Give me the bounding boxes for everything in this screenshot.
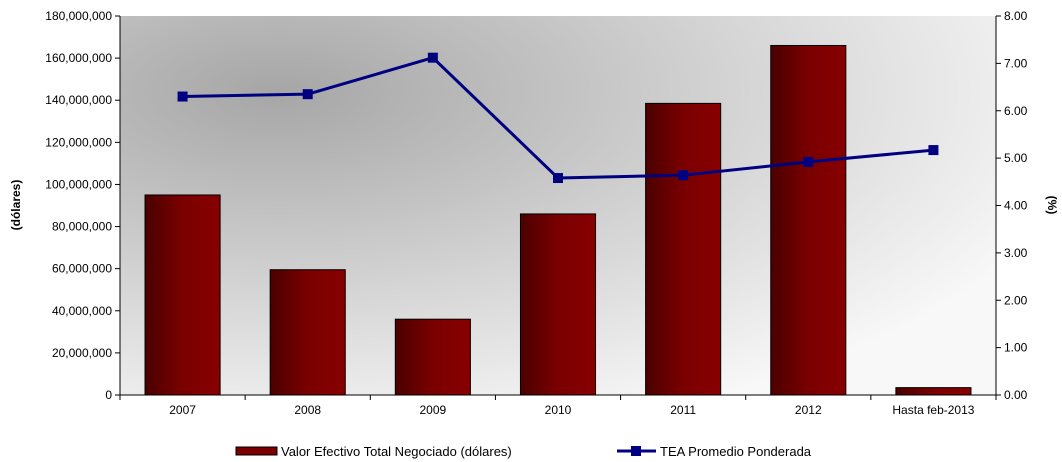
right-tick-label-6: 6.00: [1004, 104, 1028, 118]
left-tick-label-4: 80,000,000: [52, 220, 112, 234]
left-tick-label-2: 40,000,000: [52, 304, 112, 318]
left-tick-label-7: 140,000,000: [45, 93, 112, 107]
tea-point-6: [928, 145, 939, 156]
line-series: [177, 52, 939, 184]
x-tick-label-2: 2009: [420, 403, 447, 417]
left-tick-label-9: 180,000,000: [45, 9, 112, 23]
left-tick-label-1: 20,000,000: [52, 346, 112, 360]
right-tick-label-7: 7.00: [1004, 56, 1028, 70]
bar-3: [519, 213, 597, 396]
tea-point-5: [803, 156, 814, 167]
right-tick-label-1: 1.00: [1004, 341, 1028, 355]
bar-series: [144, 44, 972, 396]
right-axis-title: (%): [1045, 196, 1059, 215]
x-tick-label-4: 2011: [670, 403, 696, 417]
right-tick-label-3: 3.00: [1004, 246, 1028, 260]
bar-4: [645, 102, 722, 396]
x-tick-label-0: 2007: [169, 403, 196, 417]
bar-2: [394, 318, 471, 396]
legend: Valor Efectivo Total Negociado (dólares)…: [235, 444, 812, 459]
left-tick-label-6: 120,000,000: [45, 135, 112, 149]
right-axis-ticks: 0.00 1.00 2.00 3.00 4.00 5.00 6.00 7.00 8.00: [996, 9, 1028, 402]
bar-0: [144, 194, 221, 396]
x-tick-label-6: Hasta feb-2013: [892, 403, 974, 417]
right-tick-label-2: 2.00: [1004, 293, 1028, 307]
right-tick-label-8: 8.00: [1004, 9, 1028, 23]
legend-item-bars: Valor Efectivo Total Negociado (dólares): [235, 444, 512, 459]
tea-point-0: [177, 91, 188, 102]
right-tick-label-5: 5.00: [1004, 151, 1028, 165]
bar-5: [770, 44, 847, 396]
left-axis-title: (dólares): [9, 180, 23, 231]
left-tick-label-0: 0: [105, 388, 112, 402]
right-tick-label-0: 0.00: [1004, 388, 1028, 402]
tea-point-4: [678, 170, 689, 181]
left-tick-label-3: 60,000,000: [52, 262, 112, 276]
tea-point-3: [553, 173, 563, 184]
bar-1: [269, 269, 346, 396]
left-axis-ticks: 0 20,000,000 40,000,000 60,000,000 80,000,00…: [45, 9, 120, 402]
bar-6: [895, 387, 972, 396]
legend-bar-swatch: [235, 446, 278, 456]
tea-point-2: [427, 52, 438, 63]
x-tick-label-3: 2010: [545, 403, 572, 417]
x-tick-label-1: 2008: [294, 403, 321, 417]
left-tick-label-8: 160,000,000: [45, 51, 112, 65]
x-axis-ticks: 2007 2008 2009 2010 2011 2012 Hasta feb-2013: [119, 395, 997, 417]
tea-point-1: [302, 89, 313, 100]
right-tick-label-4: 4.00: [1004, 199, 1028, 213]
legend-item-line: TEA Promedio Ponderada: [617, 444, 812, 459]
legend-line-label: TEA Promedio Ponderada: [660, 444, 812, 459]
legend-bar-label: Valor Efectivo Total Negociado (dólares): [281, 444, 512, 459]
legend-line-marker: [631, 446, 641, 456]
left-tick-label-5: 100,000,000: [45, 177, 112, 191]
x-tick-label-5: 2012: [795, 403, 822, 417]
